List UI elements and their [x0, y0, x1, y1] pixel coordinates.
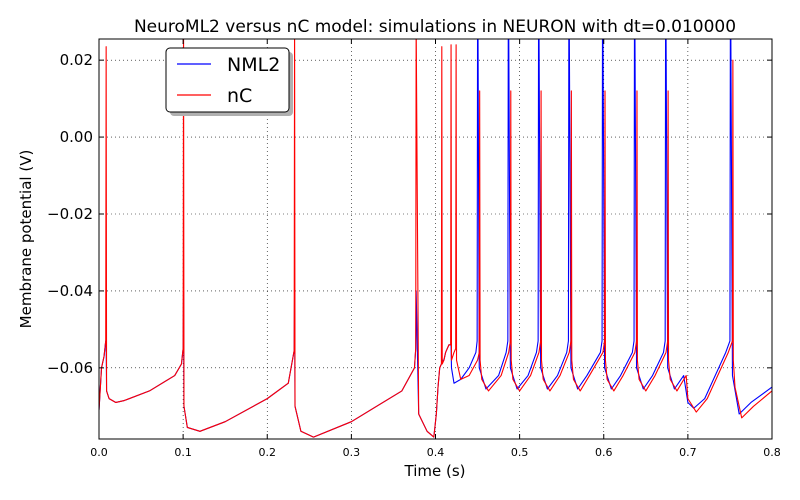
x-axis-ticks: 0.0 0.1 0.2 0.3 0.4 0.5 0.6 0.7 0.8: [90, 39, 781, 459]
y-tick-label: 0.00: [60, 128, 93, 146]
legend-label-nc: nC: [227, 85, 252, 107]
chart-title: NeuroML2 versus nC model: simulations in…: [134, 17, 736, 37]
x-tick-label: 0.8: [763, 446, 781, 459]
x-tick-label: 0.6: [595, 446, 613, 459]
x-tick-label: 0.0: [90, 446, 108, 459]
y-tick-label: 0.02: [60, 51, 93, 69]
y-tick-label: −0.04: [47, 282, 93, 300]
x-tick-label: 0.1: [174, 446, 192, 459]
y-axis-label: Membrane potential (V): [17, 150, 35, 329]
series-layer: [99, 39, 772, 438]
legend-label-nml2: NML2: [227, 54, 280, 76]
x-tick-label: 0.7: [679, 446, 697, 459]
y-axis-ticks: 0.02 0.00 −0.02 −0.04 −0.06: [47, 51, 772, 377]
x-tick-label: 0.3: [343, 446, 361, 459]
x-tick-label: 0.2: [259, 446, 277, 459]
y-tick-label: −0.02: [47, 205, 93, 223]
x-tick-label: 0.4: [427, 446, 445, 459]
x-tick-label: 0.5: [511, 446, 529, 459]
y-tick-label: −0.06: [47, 359, 93, 377]
series-line-nc: [99, 39, 772, 438]
x-axis-label: Time (s): [404, 462, 466, 480]
legend: NML2 nC: [165, 47, 293, 116]
